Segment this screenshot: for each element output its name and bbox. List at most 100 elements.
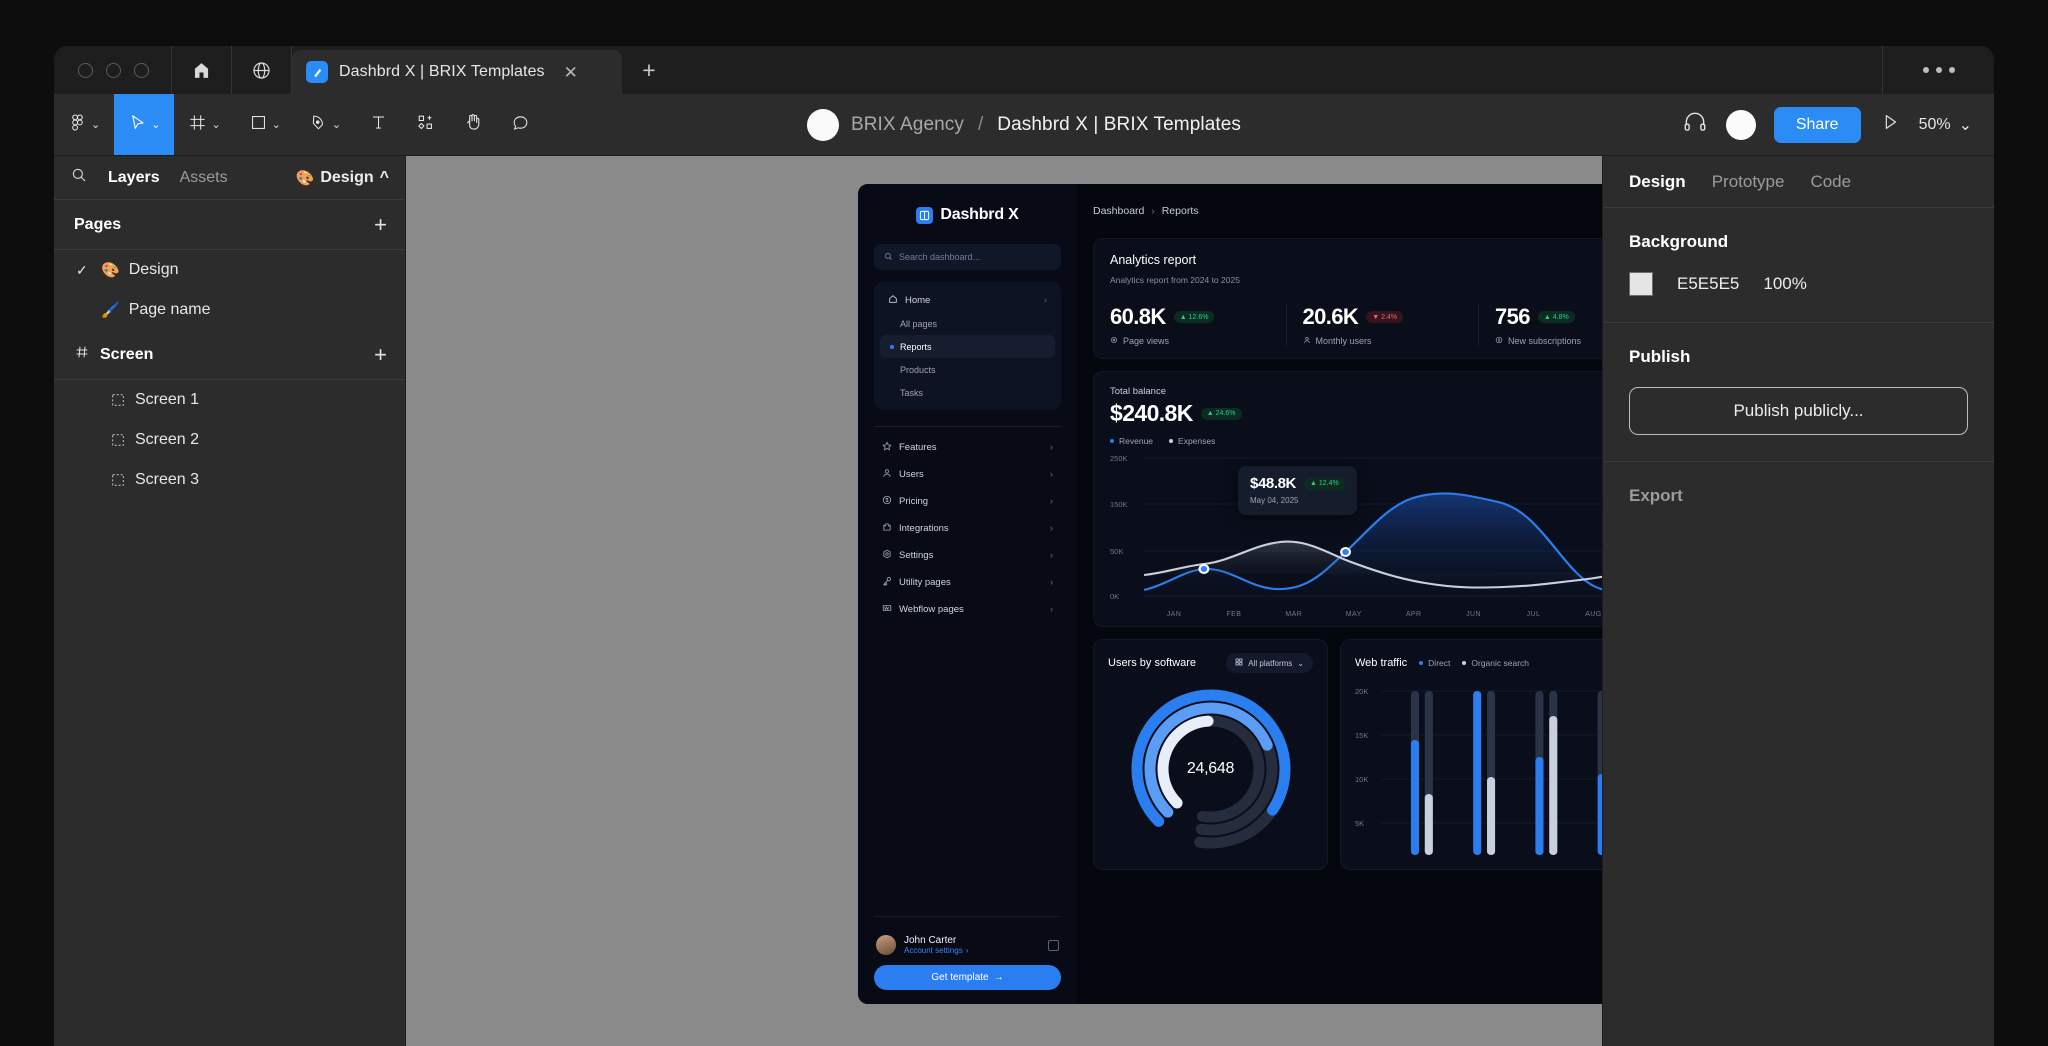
sidebar-item-tasks[interactable]: Tasks xyxy=(880,381,1055,404)
new-tab-button[interactable]: + xyxy=(642,56,656,83)
file-tab[interactable]: Dashbrd X | BRIX Templates ✕ xyxy=(292,50,622,94)
sidebar-item-home[interactable]: Home › xyxy=(880,288,1055,312)
bar-group-2[interactable] xyxy=(1473,691,1496,855)
tab-bar-spacer xyxy=(676,46,1882,94)
legend-label: Organic search xyxy=(1471,658,1530,668)
overflow-menu-button[interactable] xyxy=(1882,46,1994,94)
web-traffic-legend: Direct Organic search xyxy=(1419,658,1529,668)
sidebar-item-integrations[interactable]: Integrations › xyxy=(874,516,1061,540)
publish-publicly-button[interactable]: Publish publicly... xyxy=(1629,387,1968,435)
minimize-window-button[interactable] xyxy=(106,62,121,78)
sidebar-item-utility-pages[interactable]: Utility pages › xyxy=(874,570,1061,594)
data-point-may[interactable] xyxy=(1340,547,1351,557)
y-tick-5k: 5K xyxy=(1355,819,1365,828)
home-button[interactable] xyxy=(172,46,232,94)
sidebar-item-settings[interactable]: Settings › xyxy=(874,543,1061,567)
layer-item-screen-1[interactable]: Screen 1 xyxy=(54,380,405,420)
components-icon xyxy=(416,113,435,137)
x-tick: AUG xyxy=(1585,611,1602,618)
sidebar-item-label: Webflow pages xyxy=(899,603,964,615)
close-window-button[interactable] xyxy=(78,62,93,78)
chevron-right-icon: › xyxy=(1050,469,1053,479)
color-swatch[interactable] xyxy=(1629,272,1653,296)
tab-layers[interactable]: Layers xyxy=(108,168,160,186)
donut-ring-2[interactable] xyxy=(1125,683,1297,855)
sidebar-divider xyxy=(874,426,1061,427)
tab-prototype[interactable]: Prototype xyxy=(1711,171,1785,191)
all-platforms-filter[interactable]: All platforms ⌄ xyxy=(1226,653,1313,673)
data-point-jan[interactable] xyxy=(1198,564,1210,574)
layer-item-screen-3[interactable]: Screen 3 xyxy=(54,460,405,500)
dashboard-search-input[interactable]: Search dashboard... xyxy=(874,244,1061,270)
add-page-button[interactable]: + xyxy=(374,211,387,237)
account-settings-link[interactable]: Account settings › xyxy=(904,946,968,955)
color-hex-value[interactable]: E5E5E5 xyxy=(1677,274,1740,293)
page-item-page-name[interactable]: 🖌️ Page name xyxy=(54,290,405,330)
bar-group-4[interactable] xyxy=(1597,691,1602,855)
explore-community-button[interactable] xyxy=(232,46,292,94)
sidebar-item-users[interactable]: Users › xyxy=(874,462,1061,486)
arrow-right-icon: → xyxy=(993,972,1004,983)
sidebar-item-products[interactable]: Products xyxy=(880,358,1055,381)
frame-tool[interactable]: ⌄ xyxy=(174,94,234,155)
close-icon[interactable]: ✕ xyxy=(563,62,578,82)
chart-tooltip: $48.8K ▲ 12.4% May 04, 2025 xyxy=(1238,466,1357,515)
maximize-window-button[interactable] xyxy=(134,62,149,78)
sidebar-item-features[interactable]: Features › xyxy=(874,435,1061,459)
zoom-control[interactable]: 50% ⌄ xyxy=(1919,115,1972,135)
move-tool[interactable]: ⌄ xyxy=(114,94,175,155)
headphones-icon[interactable] xyxy=(1682,109,1708,140)
pen-tool[interactable]: ⌄ xyxy=(295,94,355,155)
logout-icon[interactable] xyxy=(1048,939,1059,951)
main-menu-tool[interactable]: ⌄ xyxy=(54,94,114,155)
current-user-avatar[interactable] xyxy=(1725,109,1756,140)
design-page-label: Design xyxy=(320,168,374,186)
donut-ring-1[interactable] xyxy=(1125,683,1297,855)
design-page-selector[interactable]: 🎨 Design ^ xyxy=(296,169,389,187)
share-button[interactable]: Share xyxy=(1773,106,1861,143)
text-tool[interactable] xyxy=(355,94,402,155)
sidebar-item-all-pages[interactable]: All pages xyxy=(880,312,1055,335)
tooltip-date: May 04, 2025 xyxy=(1250,496,1299,505)
tab-design[interactable]: Design xyxy=(1629,171,1686,191)
y-tick-250k: 250K xyxy=(1110,454,1128,463)
canvas[interactable]: Dashbrd X Search dashboard... xyxy=(406,156,1602,1046)
chevron-right-icon: › xyxy=(965,946,969,955)
file-tab-label: Dashbrd X | BRIX Templates xyxy=(339,63,545,80)
sidebar-item-pricing[interactable]: Pricing › xyxy=(874,489,1061,513)
hand-tool[interactable] xyxy=(449,94,497,155)
web-traffic-bar-svg xyxy=(1381,690,1602,855)
frame-icon xyxy=(188,113,207,137)
chevron-up-icon: ^ xyxy=(379,168,389,186)
kpi-page-views: 60.8K ▲ 12.6% Page views xyxy=(1110,304,1286,346)
kpi-value: 756 xyxy=(1495,304,1531,329)
breadcrumb-file-name[interactable]: Dashbrd X | BRIX Templates xyxy=(997,113,1242,135)
components-tool[interactable] xyxy=(402,94,449,155)
breadcrumb-team[interactable]: BRIX Agency xyxy=(850,113,965,135)
bar-group-3[interactable] xyxy=(1535,691,1558,855)
layer-item-screen-2[interactable]: Screen 2 xyxy=(54,420,405,460)
chevron-right-icon: › xyxy=(1050,523,1053,533)
tab-code[interactable]: Code xyxy=(1810,171,1852,191)
legend-label: Direct xyxy=(1428,658,1451,668)
shape-tool[interactable]: ⌄ xyxy=(235,94,295,155)
search-icon[interactable] xyxy=(70,166,88,189)
add-screen-button[interactable]: + xyxy=(374,341,387,367)
color-opacity-value[interactable]: 100% xyxy=(1763,274,1807,293)
bar-group-1[interactable] xyxy=(1410,691,1433,855)
dashboard-logo-icon xyxy=(916,206,934,224)
legend-dot xyxy=(1419,661,1424,665)
sidebar-item-webflow-pages[interactable]: Webflow pages › xyxy=(874,597,1061,621)
get-template-button[interactable]: Get template → xyxy=(874,965,1061,990)
sidebar-user-block[interactable]: John Carter Account settings › xyxy=(874,925,1061,965)
sidebar-item-reports[interactable]: Reports xyxy=(880,335,1055,358)
balance-values: Total balance $240.8K ▲ 24.6% Revenue xyxy=(1110,386,1242,446)
play-icon[interactable] xyxy=(1879,111,1901,138)
page-item-design[interactable]: ✓ 🎨 Design xyxy=(54,250,405,290)
frame-icon xyxy=(110,472,126,488)
donut-title: Users by software xyxy=(1108,657,1197,669)
comment-tool[interactable] xyxy=(497,94,544,155)
tab-assets[interactable]: Assets xyxy=(179,168,228,186)
donut-ring-3[interactable] xyxy=(1143,701,1279,837)
breadcrumb-root[interactable]: Dashboard xyxy=(1093,205,1145,217)
